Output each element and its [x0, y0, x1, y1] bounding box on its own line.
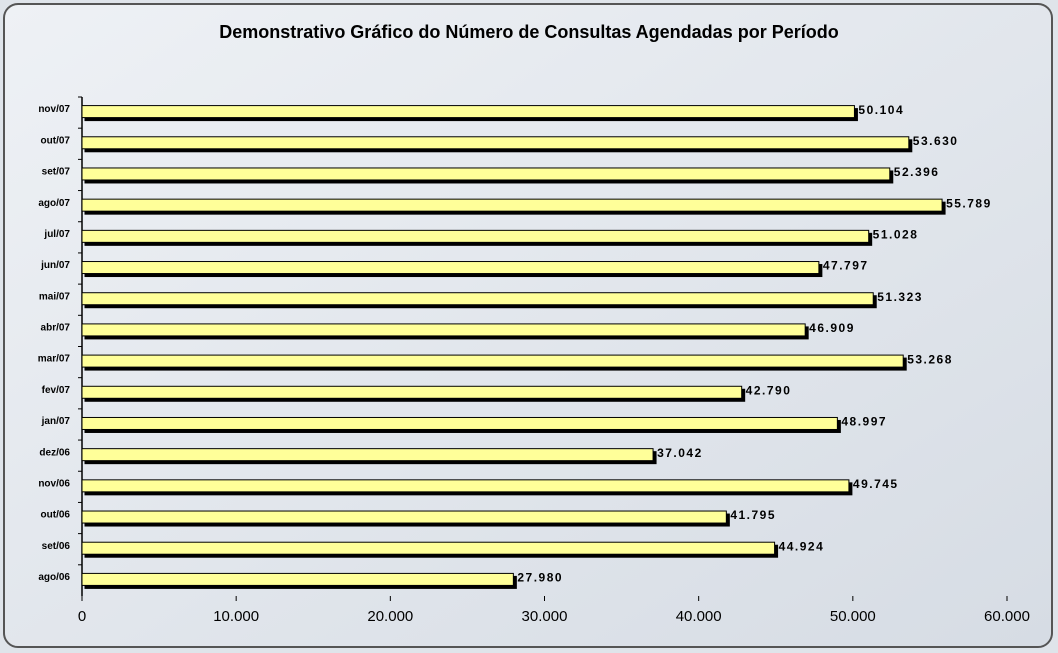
value-label: 48.997	[841, 415, 887, 429]
bar	[81, 354, 904, 368]
bar	[81, 198, 943, 212]
bar	[81, 510, 727, 524]
value-label: 53.268	[907, 352, 953, 366]
value-label: 37.042	[657, 446, 703, 460]
y-tick-label: jul/07	[43, 229, 70, 240]
value-label: 47.797	[823, 259, 869, 273]
y-tick-label: mar/07	[38, 354, 71, 365]
value-label: 41.795	[730, 508, 776, 522]
y-tick-label: ago/07	[38, 198, 70, 209]
bar	[81, 292, 874, 306]
chart-title: Demonstrativo Gráfico do Número de Consu…	[219, 22, 838, 42]
value-label: 51.028	[873, 228, 919, 242]
bar	[81, 448, 654, 462]
value-label: 27.980	[517, 571, 563, 585]
bar	[81, 261, 820, 275]
bar	[81, 167, 891, 181]
value-label: 53.630	[913, 134, 959, 148]
y-tick-label: nov/06	[38, 478, 70, 489]
y-tick-label: abr/07	[41, 323, 71, 334]
value-label: 52.396	[894, 165, 940, 179]
bar	[81, 136, 910, 150]
value-label: 51.323	[877, 290, 923, 304]
bar	[81, 323, 806, 337]
value-label: 49.745	[853, 477, 899, 491]
bar	[81, 541, 776, 555]
bar	[81, 385, 743, 399]
y-tick-label: nov/07	[38, 104, 70, 115]
x-tick-label: 0	[78, 608, 86, 625]
bar	[81, 416, 838, 430]
y-tick-label: jan/07	[41, 416, 71, 427]
bar	[81, 105, 855, 119]
y-tick-label: fev/07	[42, 385, 71, 396]
bar	[81, 229, 870, 243]
y-tick-label: ago/06	[38, 572, 70, 583]
y-tick-label: out/07	[41, 135, 71, 146]
bar	[81, 572, 514, 586]
value-label: 55.789	[946, 196, 992, 210]
y-tick-label: mai/07	[39, 291, 71, 302]
x-tick-label: 20.000	[367, 608, 413, 625]
y-tick-label: jun/07	[40, 260, 70, 271]
bar	[81, 479, 850, 493]
y-tick-label: set/07	[42, 167, 71, 178]
value-label: 42.790	[746, 383, 792, 397]
value-label: 44.924	[779, 539, 825, 553]
x-tick-label: 60.000	[984, 608, 1030, 625]
x-tick-label: 40.000	[676, 608, 722, 625]
value-label: 50.104	[858, 103, 904, 117]
x-tick-label: 50.000	[830, 608, 876, 625]
value-label: 46.909	[809, 321, 855, 335]
y-tick-label: set/06	[42, 541, 71, 552]
y-tick-label: dez/06	[39, 447, 70, 458]
x-tick-label: 30.000	[522, 608, 568, 625]
x-tick-label: 10.000	[213, 608, 259, 625]
y-tick-label: out/06	[41, 510, 71, 521]
